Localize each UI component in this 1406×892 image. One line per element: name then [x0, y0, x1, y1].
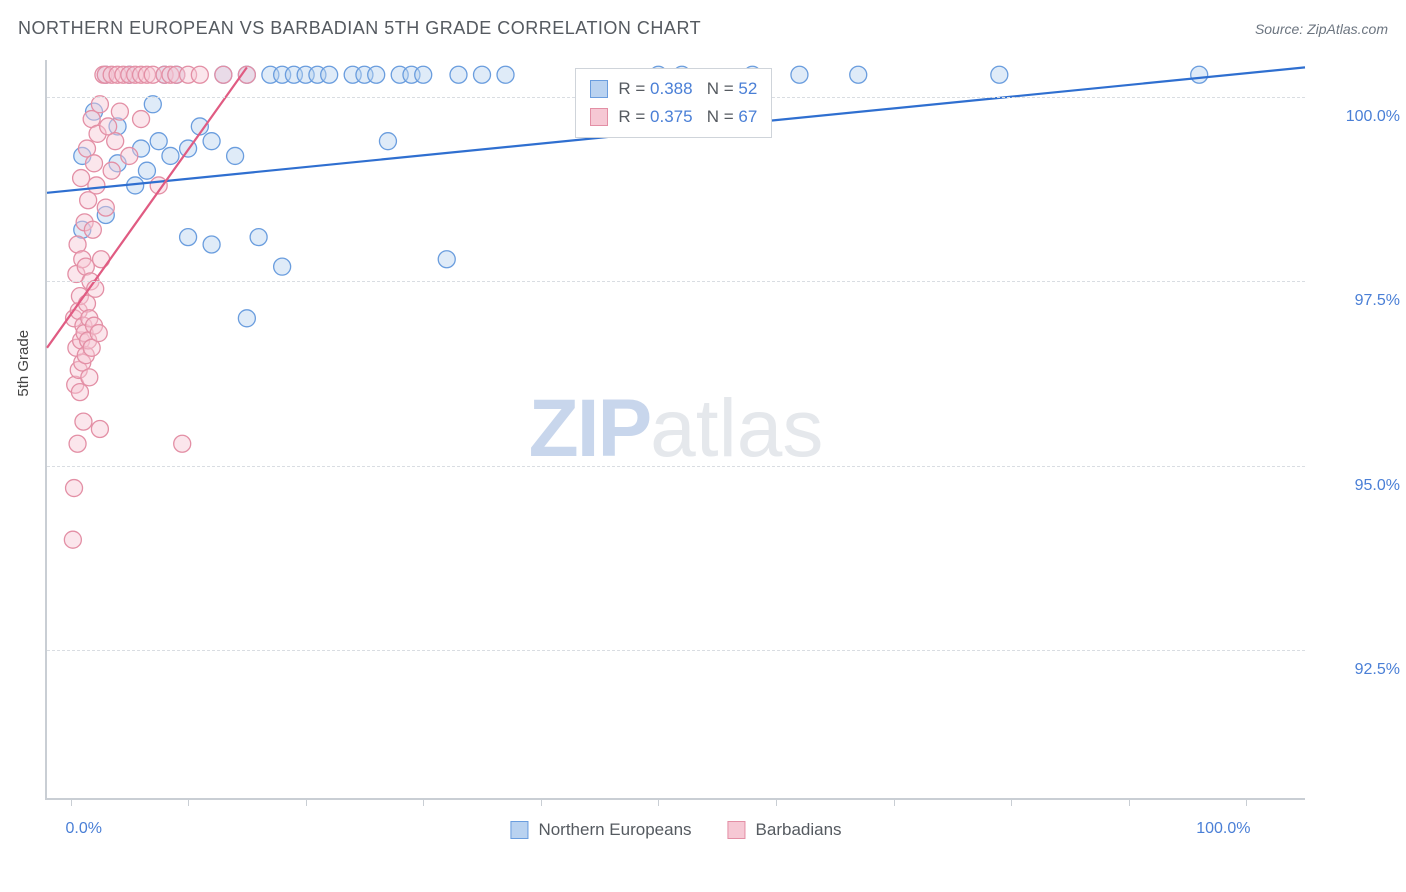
- gridline: [47, 281, 1305, 282]
- data-point-blue: [227, 147, 244, 164]
- ytick-label: 97.5%: [1320, 292, 1400, 310]
- xtick: [541, 798, 542, 806]
- data-point-blue: [321, 66, 338, 83]
- chart-svg: [47, 60, 1305, 798]
- legend-swatch-pink: [728, 821, 746, 839]
- data-point-blue: [368, 66, 385, 83]
- data-point-pink: [88, 177, 105, 194]
- ytick-label: 100.0%: [1320, 108, 1400, 126]
- data-point-pink: [64, 531, 81, 548]
- data-point-blue: [791, 66, 808, 83]
- xtick: [1011, 798, 1012, 806]
- data-point-blue: [991, 66, 1008, 83]
- xtick-label: 100.0%: [1196, 820, 1250, 838]
- data-point-pink: [86, 155, 103, 172]
- data-point-pink: [69, 435, 86, 452]
- stats-legend: R = 0.388 N = 52R = 0.375 N = 67: [575, 68, 772, 138]
- data-point-blue: [379, 133, 396, 150]
- data-point-blue: [474, 66, 491, 83]
- data-point-pink: [107, 133, 124, 150]
- data-point-blue: [250, 229, 267, 246]
- gridline: [47, 650, 1305, 651]
- data-point-blue: [203, 236, 220, 253]
- legend-swatch-blue: [590, 80, 608, 98]
- data-point-pink: [103, 162, 120, 179]
- legend-item-blue: Northern Europeans: [510, 820, 691, 840]
- data-point-blue: [162, 147, 179, 164]
- data-point-pink: [97, 199, 114, 216]
- legend-stat-pink: R = 0.375 N = 67: [618, 103, 757, 131]
- data-point-pink: [91, 96, 108, 113]
- xtick: [1129, 798, 1130, 806]
- data-point-pink: [73, 170, 90, 187]
- series-legend: Northern Europeans Barbadians: [510, 820, 841, 840]
- xtick: [894, 798, 895, 806]
- xtick: [71, 798, 72, 806]
- xtick: [423, 798, 424, 806]
- y-axis-label: 5th Grade: [15, 330, 32, 397]
- ytick-label: 92.5%: [1320, 661, 1400, 679]
- xtick: [776, 798, 777, 806]
- data-point-blue: [203, 133, 220, 150]
- legend-swatch-blue: [510, 821, 528, 839]
- xtick: [1246, 798, 1247, 806]
- ytick-label: 95.0%: [1320, 477, 1400, 495]
- data-point-blue: [1191, 66, 1208, 83]
- plot-area: ZIPatlas 92.5%95.0%97.5%100.0% 0.0%100.0…: [45, 60, 1305, 800]
- data-point-pink: [133, 111, 150, 128]
- data-point-blue: [850, 66, 867, 83]
- chart-source: Source: ZipAtlas.com: [1255, 21, 1388, 37]
- data-point-pink: [90, 325, 107, 342]
- legend-swatch-pink: [590, 108, 608, 126]
- stats-legend-row-pink: R = 0.375 N = 67: [590, 103, 757, 131]
- data-point-blue: [438, 251, 455, 268]
- data-point-blue: [238, 310, 255, 327]
- xtick: [306, 798, 307, 806]
- data-point-pink: [191, 66, 208, 83]
- data-point-pink: [215, 66, 232, 83]
- data-point-pink: [91, 421, 108, 438]
- data-point-pink: [84, 221, 101, 238]
- data-point-pink: [111, 103, 128, 120]
- data-point-pink: [81, 369, 98, 386]
- data-point-blue: [150, 133, 167, 150]
- chart-title: NORTHERN EUROPEAN VS BARBADIAN 5TH GRADE…: [18, 18, 701, 39]
- xtick: [188, 798, 189, 806]
- legend-label-pink: Barbadians: [756, 820, 842, 840]
- xtick: [658, 798, 659, 806]
- data-point-blue: [497, 66, 514, 83]
- legend-item-pink: Barbadians: [728, 820, 842, 840]
- data-point-blue: [415, 66, 432, 83]
- legend-label-blue: Northern Europeans: [538, 820, 691, 840]
- data-point-blue: [138, 162, 155, 179]
- data-point-pink: [71, 384, 88, 401]
- legend-stat-blue: R = 0.388 N = 52: [618, 75, 757, 103]
- data-point-blue: [274, 258, 291, 275]
- data-point-pink: [66, 480, 83, 497]
- gridline: [47, 466, 1305, 467]
- stats-legend-row-blue: R = 0.388 N = 52: [590, 75, 757, 103]
- data-point-blue: [450, 66, 467, 83]
- data-point-pink: [75, 413, 92, 430]
- data-point-blue: [144, 96, 161, 113]
- xtick-label: 0.0%: [66, 820, 102, 838]
- data-point-pink: [121, 147, 138, 164]
- data-point-blue: [180, 229, 197, 246]
- data-point-pink: [174, 435, 191, 452]
